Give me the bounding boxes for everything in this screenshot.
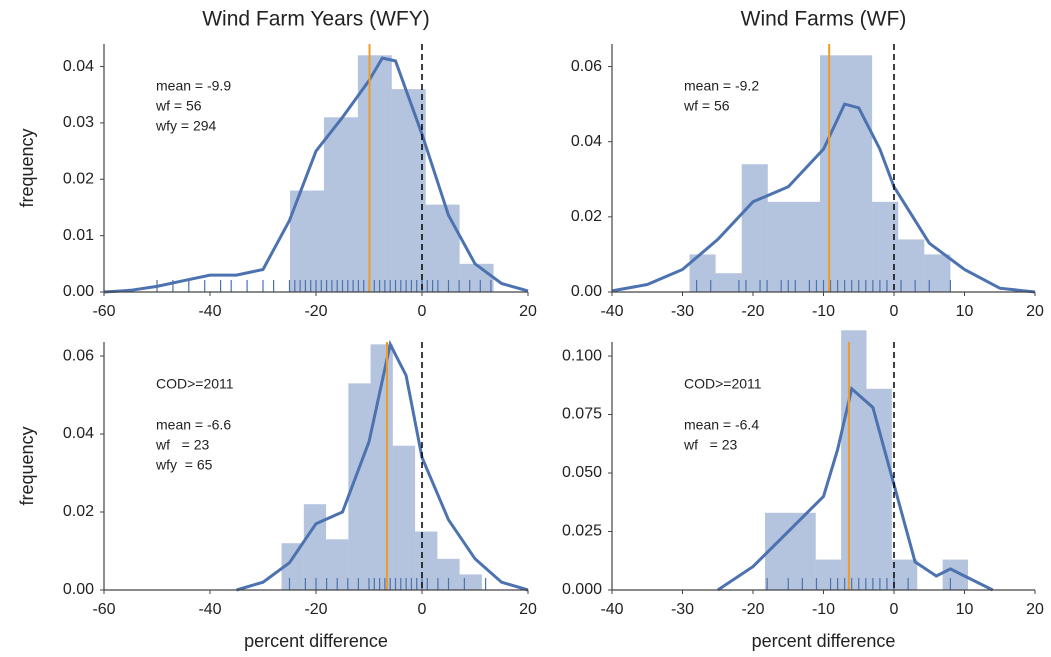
- y-tick-label: 0.025: [562, 523, 602, 540]
- y-tick-label: 0.04: [571, 133, 602, 150]
- annotation: wf = 23: [683, 437, 738, 453]
- bar: [741, 164, 768, 292]
- bar: [819, 55, 847, 292]
- x-tick-label: -20: [304, 601, 327, 618]
- y-tick-label: 0.01: [63, 227, 94, 244]
- y-tick-label: 0.100: [562, 347, 602, 364]
- bar: [767, 201, 794, 292]
- x-tick-label: 0: [418, 303, 427, 320]
- x-tick-label: -40: [600, 601, 623, 618]
- x-tick-label: 20: [519, 303, 537, 320]
- annotation: COD>=2011: [156, 376, 234, 392]
- x-tick-label: -40: [198, 601, 221, 618]
- x-tick-label: 0: [890, 303, 899, 320]
- x-tick-label: 20: [1026, 303, 1044, 320]
- panel-title: Wind Farms (WF): [741, 8, 907, 31]
- y-axis-label: frequency: [17, 426, 37, 505]
- bar: [392, 445, 416, 590]
- bar: [303, 504, 327, 590]
- kde-line: [103, 56, 529, 294]
- x-tick-label: -30: [671, 601, 694, 618]
- annotation: mean = -6.4: [684, 417, 759, 433]
- kde-line: [611, 102, 1036, 294]
- x-tick-label: -30: [671, 303, 694, 320]
- bar: [281, 543, 304, 590]
- x-tick-label: -60: [92, 601, 115, 618]
- bar: [815, 559, 842, 590]
- bar: [866, 388, 892, 590]
- y-tick-label: 0.02: [63, 503, 94, 520]
- y-tick-label: 0.02: [63, 170, 94, 187]
- annotation: wf = 56: [155, 98, 202, 114]
- x-tick-label: 10: [956, 303, 974, 320]
- bar: [898, 239, 925, 292]
- x-tick-label: 20: [519, 601, 537, 618]
- y-tick-label: 0.04: [63, 58, 94, 75]
- bar: [415, 531, 438, 590]
- bar: [793, 201, 820, 292]
- x-tick-label: 0: [890, 601, 899, 618]
- y-tick-label: 0.00: [63, 581, 94, 598]
- y-tick-label: 0.075: [562, 406, 602, 423]
- bar: [924, 254, 951, 292]
- x-tick-label: -40: [198, 303, 221, 320]
- bar: [323, 117, 358, 292]
- x-tick-label: -20: [741, 303, 764, 320]
- bar: [841, 330, 867, 590]
- annotation: mean = -9.2: [684, 78, 759, 94]
- y-tick-label: 0.03: [63, 114, 94, 131]
- x-tick-label: 20: [1026, 601, 1044, 618]
- x-tick-label: 10: [956, 601, 974, 618]
- kde-line: [236, 339, 529, 592]
- annotation: wfy = 294: [155, 118, 217, 134]
- bar: [891, 559, 918, 590]
- annotation: wf = 56: [683, 98, 730, 114]
- bar: [348, 383, 371, 590]
- y-axis-label: frequency: [17, 128, 37, 207]
- x-tick-label: -20: [741, 601, 764, 618]
- bar: [437, 558, 460, 590]
- x-tick-label: 0: [418, 601, 427, 618]
- bar: [715, 273, 742, 292]
- x-tick-label: -40: [600, 303, 623, 320]
- bar: [326, 539, 349, 590]
- kde-line: [716, 386, 994, 592]
- annotation: wf = 23: [155, 437, 210, 453]
- y-tick-label: 0.04: [63, 425, 94, 442]
- bar: [459, 574, 482, 590]
- y-tick-label: 0.00: [571, 283, 602, 300]
- y-tick-label: 0.02: [571, 208, 602, 225]
- bar: [425, 204, 460, 292]
- x-axis-label: percent difference: [752, 631, 896, 651]
- panel-title: Wind Farm Years (WFY): [202, 8, 430, 31]
- x-axis-label: percent difference: [244, 631, 388, 651]
- y-tick-label: 0.00: [63, 283, 94, 300]
- x-tick-label: -10: [812, 303, 835, 320]
- annotation: wfy = 65: [155, 457, 213, 473]
- y-tick-label: 0.000: [562, 581, 602, 598]
- annotation: mean = -6.6: [156, 417, 231, 433]
- bar: [391, 89, 426, 292]
- annotation: mean = -9.9: [156, 78, 231, 94]
- bar: [459, 263, 494, 292]
- y-tick-label: 0.06: [571, 58, 602, 75]
- x-tick-label: -10: [812, 601, 835, 618]
- y-tick-label: 0.06: [63, 347, 94, 364]
- bar: [357, 55, 392, 292]
- x-tick-label: -20: [304, 303, 327, 320]
- bar: [846, 55, 873, 292]
- x-tick-label: -60: [92, 303, 115, 320]
- annotation: COD>=2011: [684, 376, 762, 392]
- y-tick-label: 0.050: [562, 464, 602, 481]
